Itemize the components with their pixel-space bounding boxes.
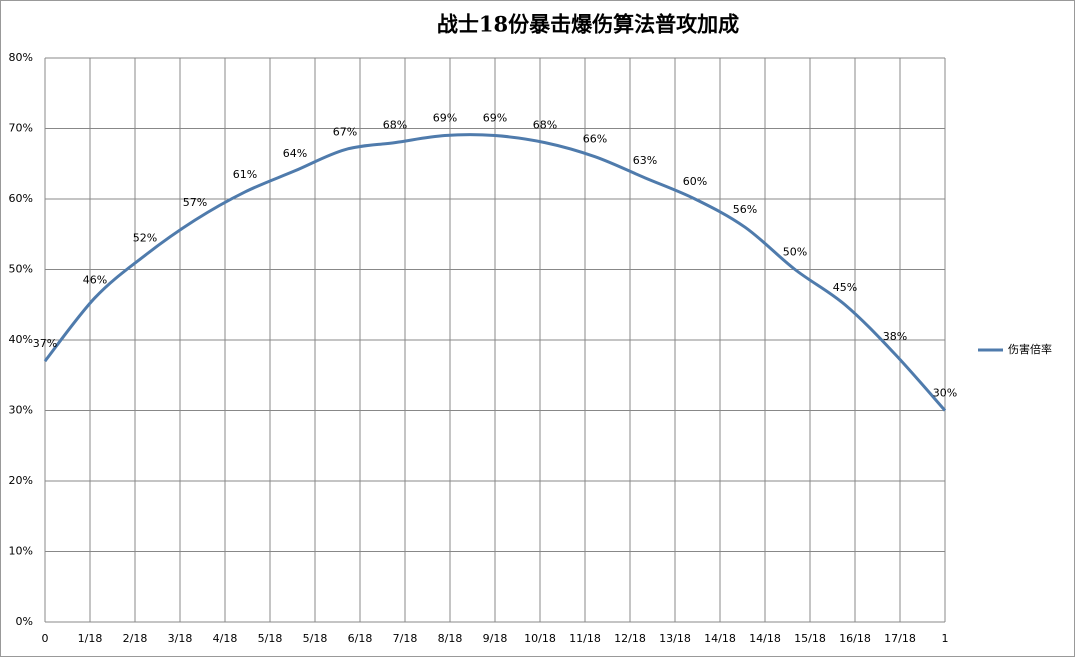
x-tick-label: 14/18 bbox=[704, 632, 736, 645]
data-label: 57% bbox=[183, 196, 207, 209]
x-tick-label: 11/18 bbox=[569, 632, 601, 645]
data-label: 60% bbox=[683, 175, 707, 188]
y-tick-label: 50% bbox=[9, 263, 33, 276]
data-label: 68% bbox=[533, 119, 557, 132]
x-tick-label: 1/18 bbox=[78, 632, 103, 645]
data-label: 68% bbox=[383, 119, 407, 132]
data-label: 56% bbox=[733, 203, 757, 216]
x-tick-label: 3/18 bbox=[168, 632, 193, 645]
y-tick-label: 10% bbox=[9, 545, 33, 558]
x-tick-label: 5/18 bbox=[258, 632, 283, 645]
y-tick-label: 0% bbox=[16, 615, 33, 628]
data-label: 69% bbox=[483, 112, 507, 125]
y-tick-label: 20% bbox=[9, 474, 33, 487]
chart-title: 战士18份暴击爆伤算法普攻加成 bbox=[437, 12, 739, 37]
data-label: 30% bbox=[933, 387, 957, 400]
y-tick-label: 80% bbox=[9, 51, 33, 64]
data-label: 46% bbox=[83, 274, 107, 287]
x-tick-label: 2/18 bbox=[123, 632, 148, 645]
data-label: 64% bbox=[283, 147, 307, 160]
x-tick-label: 17/18 bbox=[884, 632, 916, 645]
x-tick-label: 12/18 bbox=[614, 632, 646, 645]
x-tick-label: 10/18 bbox=[524, 632, 556, 645]
data-label: 61% bbox=[233, 168, 257, 181]
x-tick-label: 9/18 bbox=[483, 632, 508, 645]
data-label: 50% bbox=[783, 246, 807, 259]
x-tick-label: 5/18 bbox=[303, 632, 328, 645]
x-tick-label: 15/18 bbox=[794, 632, 826, 645]
x-tick-label: 0 bbox=[42, 632, 49, 645]
y-tick-label: 70% bbox=[9, 122, 33, 135]
x-tick-label: 8/18 bbox=[438, 632, 463, 645]
x-tick-label: 7/18 bbox=[393, 632, 418, 645]
series-line bbox=[43, 133, 947, 412]
data-label: 52% bbox=[133, 231, 157, 244]
data-label: 38% bbox=[883, 330, 907, 343]
x-tick-label: 4/18 bbox=[213, 632, 238, 645]
data-label: 67% bbox=[333, 126, 357, 139]
legend-label: 伤害倍率 bbox=[1008, 342, 1052, 356]
data-label: 45% bbox=[833, 281, 857, 294]
y-tick-label: 30% bbox=[9, 404, 33, 417]
data-label: 63% bbox=[633, 154, 657, 167]
x-tick-label: 13/18 bbox=[659, 632, 691, 645]
data-label: 66% bbox=[583, 133, 607, 146]
x-tick-label: 1 bbox=[942, 632, 949, 645]
x-tick-label: 16/18 bbox=[839, 632, 871, 645]
data-label: 69% bbox=[433, 112, 457, 125]
x-tick-label: 14/18 bbox=[749, 632, 781, 645]
y-tick-label: 40% bbox=[9, 333, 33, 346]
y-tick-label: 60% bbox=[9, 192, 33, 205]
data-label: 37% bbox=[33, 337, 57, 350]
x-tick-label: 6/18 bbox=[348, 632, 373, 645]
